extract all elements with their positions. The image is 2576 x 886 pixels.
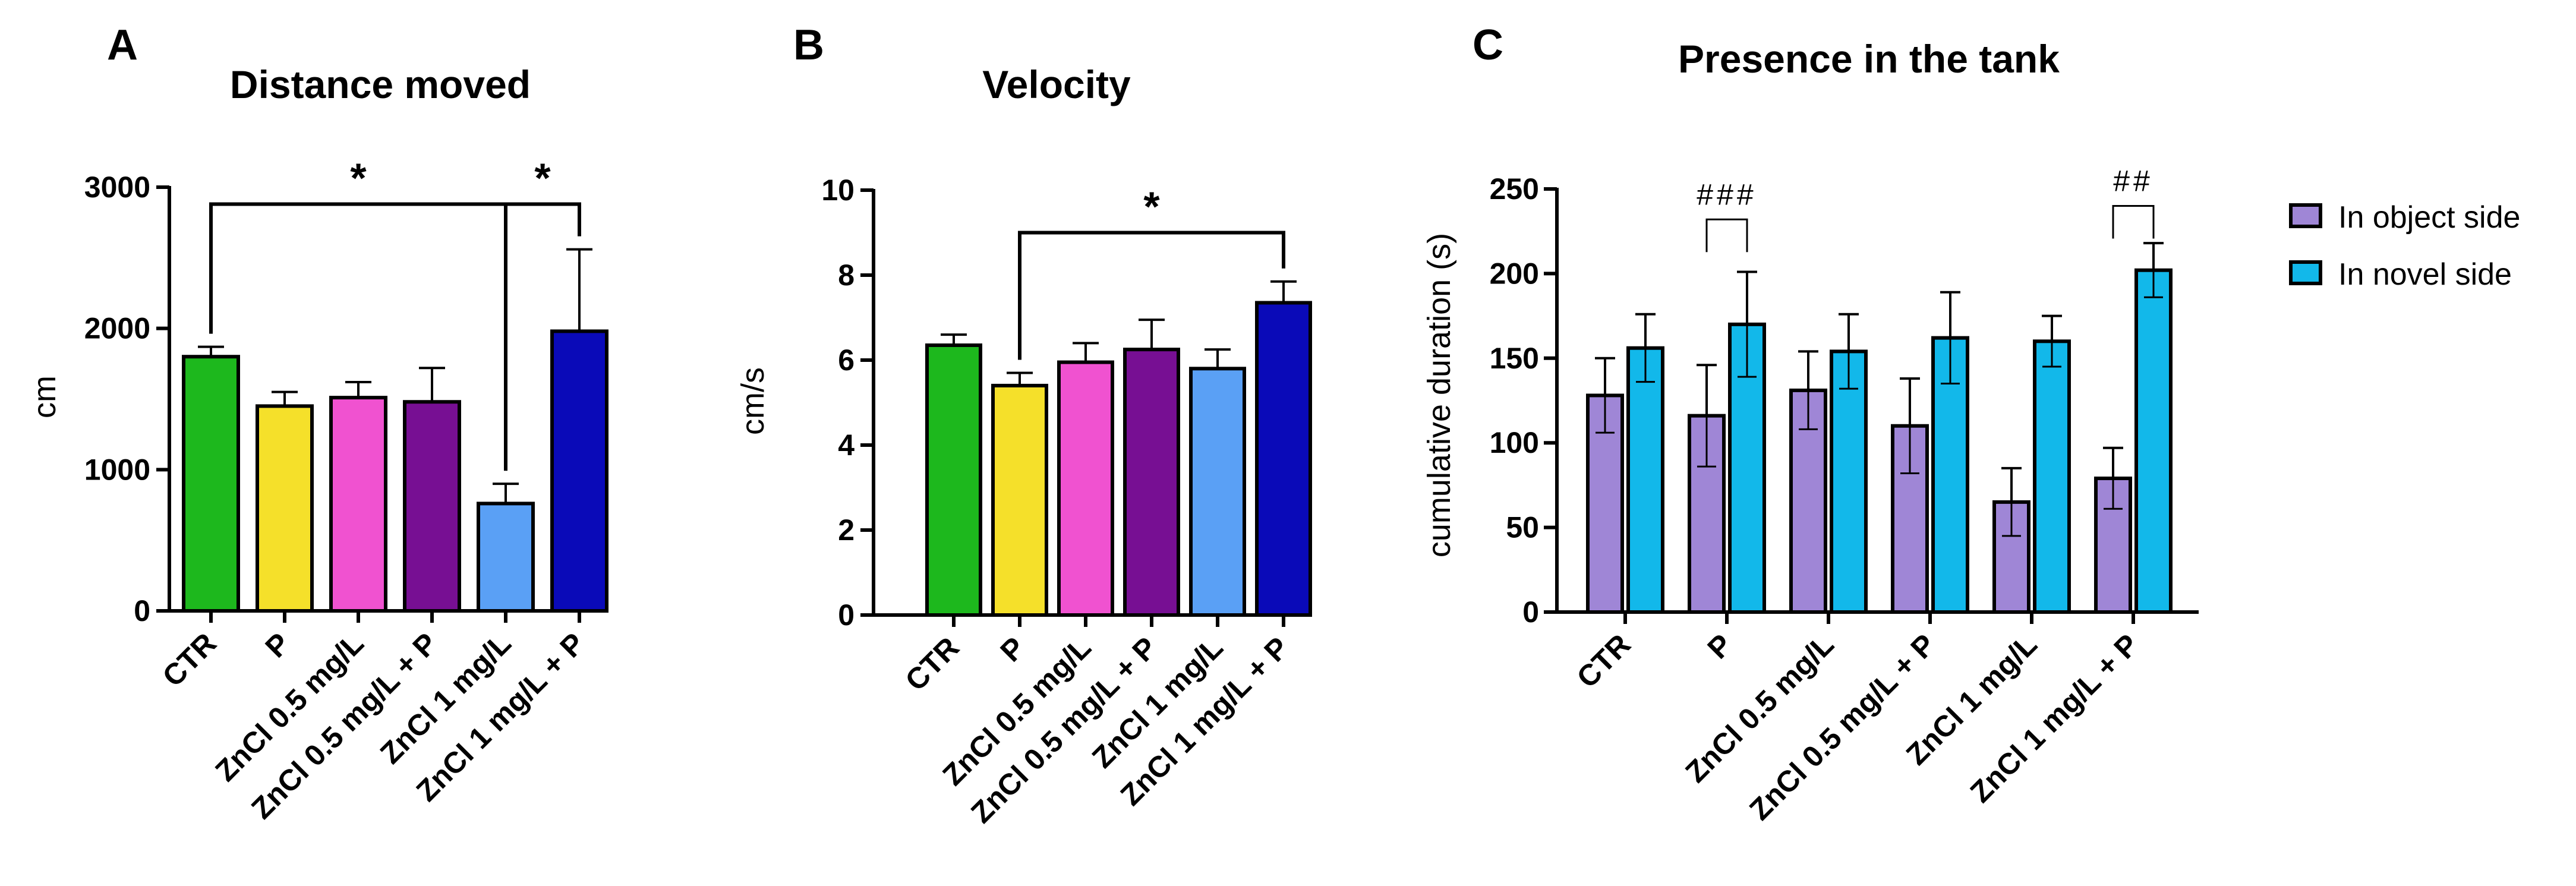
y-tick-label: 10 <box>821 174 855 207</box>
legend-label-novel-side: In novel side <box>2338 257 2512 292</box>
y-tick-label: 150 <box>1490 342 1539 375</box>
y-axis-title-c: cumulative duration (s) <box>1421 233 1457 557</box>
bar <box>991 383 1048 617</box>
panel-letter-b: B <box>793 21 824 69</box>
y-tick-label: 3000 <box>84 171 150 204</box>
chart-title-b: Velocity <box>982 62 1131 106</box>
bar <box>256 404 314 613</box>
bar-novel-side <box>1830 349 1868 614</box>
significance-bracket <box>1705 218 1748 253</box>
bar <box>925 343 982 617</box>
x-tick-label: ZnCl 1 mg/L + P <box>1964 628 2145 809</box>
chart-title-a: Distance moved <box>230 62 531 106</box>
y-axis-title-b: cm/s <box>735 367 771 435</box>
significance-label: * <box>534 155 551 201</box>
y-tick-label: 0 <box>134 594 150 628</box>
y-tick-label: 100 <box>1490 426 1539 459</box>
y-tick-label: 2 <box>838 513 855 547</box>
significance-label: * <box>350 155 367 201</box>
bar <box>1255 301 1312 617</box>
x-tick-label: P <box>259 626 297 664</box>
x-tick-label: CTR <box>899 630 966 697</box>
significance-label: ## <box>2113 164 2154 197</box>
legend: In object side In novel side <box>2289 200 2520 292</box>
bar-novel-side <box>2033 339 2071 614</box>
legend-swatch-object-side <box>2289 203 2322 228</box>
legend-swatch-novel-side <box>2289 260 2322 285</box>
bar <box>403 400 461 613</box>
y-axis-title-a: cm <box>27 376 62 418</box>
significance-bracket <box>1018 231 1285 360</box>
y-tick-label: 4 <box>838 428 855 462</box>
bar <box>1123 348 1180 617</box>
bar-novel-side <box>2134 268 2173 614</box>
x-tick-label: P <box>1701 628 1739 665</box>
legend-label-object-side: In object side <box>2338 200 2520 235</box>
significance-label: ### <box>1697 178 1757 211</box>
bar <box>1057 360 1114 617</box>
y-tick-label: 0 <box>1522 595 1539 629</box>
y-tick-label: 8 <box>838 258 855 292</box>
bar-object-side <box>2094 477 2132 614</box>
y-tick-label: 50 <box>1506 511 1539 544</box>
chart-title-c: Presence in the tank <box>1678 37 2060 81</box>
bar-novel-side <box>1626 346 1664 614</box>
x-tick-label: CTR <box>156 626 223 693</box>
y-tick-label: 200 <box>1490 257 1539 290</box>
significance-bracket <box>504 202 581 471</box>
x-tick-label: P <box>994 630 1032 668</box>
bar-object-side <box>1891 424 1929 614</box>
y-tick-label: 2000 <box>84 312 150 345</box>
panel-c: C Presence in the tank cumulative durati… <box>1421 21 2520 827</box>
bar <box>182 355 240 613</box>
bar <box>329 396 387 613</box>
y-tick-label: 6 <box>838 343 855 377</box>
panel-letter-c: C <box>1473 21 1503 69</box>
bar <box>550 329 608 613</box>
significance-bracket <box>2112 204 2155 239</box>
y-tick-label: 0 <box>838 598 855 632</box>
bar <box>1189 367 1246 617</box>
y-tick-label: 1000 <box>84 453 150 486</box>
panel-letter-a: A <box>107 21 138 69</box>
x-tick-label: CTR <box>1571 628 1637 694</box>
significance-label: * <box>1143 184 1160 230</box>
x-tick-label: ZnCl 0.5 mg/L + P <box>1743 628 1942 827</box>
bar <box>477 502 535 613</box>
y-tick-label: 250 <box>1490 172 1539 206</box>
